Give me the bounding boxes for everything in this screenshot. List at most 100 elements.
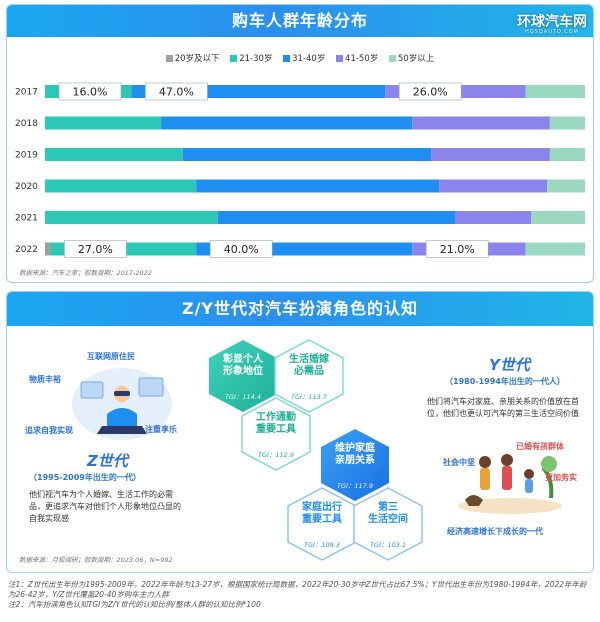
bar-segment — [161, 116, 413, 130]
hex-tgi: TGI：109.3 — [303, 541, 341, 549]
bar-segment — [439, 179, 548, 193]
z-generation-illustration — [72, 368, 172, 440]
y-generation-title: Y世代 — [489, 356, 530, 374]
z-generation-title: Z世代 — [87, 452, 128, 470]
hex-tgi: TGI：113.7 — [290, 393, 328, 401]
data-label: 40.0% — [224, 243, 259, 256]
z-keyword: 追求自我实现 — [25, 426, 73, 435]
bar-segment — [217, 211, 456, 224]
y-generation-illustration — [458, 454, 562, 514]
legend-item: 31-40岁 — [283, 52, 325, 64]
data-label-box — [58, 82, 122, 101]
legend-item: 21-30岁 — [230, 52, 272, 64]
bar-segment — [547, 179, 585, 193]
legend-swatch — [283, 55, 291, 62]
bar-segment — [549, 148, 585, 161]
hexagon — [274, 339, 344, 413]
hex-tgi: TGI：117.9 — [336, 482, 374, 490]
legend-label: 20岁及以下 — [174, 54, 220, 64]
generation-perception-panel: Z/Y世代对汽车扮演角色的认知 互联网原住民 物质丰裕 追求自我实现 注重享乐 … — [6, 291, 594, 573]
legend-label: 21-30岁 — [239, 54, 273, 64]
panel-header-bar — [7, 5, 593, 37]
source-note: 数据来源：月狐调研；取数周期：2023.06，N=992 — [19, 556, 173, 564]
y-keyword: 社会中坚 — [443, 458, 475, 467]
y-tick-label: 2022 — [15, 245, 38, 255]
hexagon — [353, 487, 423, 561]
y-tick-label: 2017 — [15, 88, 38, 98]
legend-swatch — [165, 55, 173, 62]
bar-segment — [431, 148, 550, 161]
hexagon — [241, 397, 311, 471]
hexagon — [321, 429, 389, 501]
y-tick-label: 2018 — [15, 119, 38, 129]
chart-legend: 20岁及以下 21-30岁 31-40岁 41-50岁 50岁以上 — [7, 52, 593, 64]
hexagon-cluster — [209, 339, 423, 561]
source-note: 数据来源：汽车之家；取数周期：2017-2022 — [19, 269, 152, 277]
z-keyword: 互联网原住民 — [87, 352, 135, 361]
legend-swatch — [230, 55, 238, 62]
hex-tgi: TGI：103.1 — [369, 541, 407, 549]
bar-segment — [45, 211, 218, 224]
bar-segment — [182, 148, 432, 161]
legend-swatch — [336, 55, 344, 62]
y-keyword: 经济高速增长下成长的一代 — [447, 527, 543, 536]
bar-segment — [45, 242, 51, 256]
legend-item: 41-50岁 — [336, 52, 378, 64]
legend-label: 50岁以上 — [397, 54, 435, 64]
data-label: 16.0% — [73, 86, 108, 99]
y-tick-label: 2021 — [15, 214, 38, 224]
data-label-box — [209, 240, 273, 258]
hex-label: 彰显个人 形象地位 — [223, 354, 263, 377]
footnote: 注1：Z世代出生年份为1995-2009年，2022年年龄为13-27岁，根据国… — [8, 580, 587, 599]
hex-label: 维护家庭 亲朋关系 — [335, 443, 375, 466]
hex-label: 工作通勤 重要工具 — [256, 412, 296, 435]
bar-segment — [45, 116, 162, 130]
bar-segment — [196, 179, 440, 193]
bar-segment — [412, 116, 550, 130]
data-label: 21.0% — [440, 243, 475, 256]
hex-tgi: TGI：112.9 — [257, 451, 295, 459]
data-label-box — [145, 82, 208, 101]
y-keyword: 更加务实 — [545, 473, 577, 482]
watermark-logo: 环球汽车网 HQSQAUTO.COM — [517, 11, 587, 35]
data-label: 26.0% — [413, 86, 448, 99]
hex-label: 家庭出行 重要工具 — [302, 502, 342, 525]
bar-segment — [531, 211, 585, 224]
footnote: 注2：汽车扮演角色认知TGI为Z/Y世代的认知比例/整体人群的认知比例*100 — [8, 600, 261, 609]
chart-title: 购车人群年龄分布 — [231, 11, 368, 30]
hex-tgi: TGI：114.4 — [224, 393, 262, 401]
legend-swatch — [388, 55, 396, 62]
footnotes: 注1：Z世代出生年份为1995-2009年，2022年年龄为13-27岁，根据国… — [8, 580, 594, 610]
panel-title: Z/Y世代对汽车扮演角色的认知 — [181, 299, 419, 318]
y-tick-label: 2019 — [15, 151, 38, 161]
panel-header-bar — [7, 292, 593, 326]
bar-segment — [45, 179, 197, 193]
hex-label: 第三 生活空间 — [368, 502, 408, 525]
bar-segment — [45, 148, 183, 161]
data-label: 27.0% — [78, 243, 113, 256]
y-keyword: 已婚有孩群体 — [516, 442, 564, 451]
bar-segment — [525, 242, 585, 256]
z-keyword: 物质丰裕 — [29, 375, 61, 384]
bar-segment — [549, 116, 585, 130]
y-generation-description: 他们将汽车对家庭、亲朋关系的价值放在首位，他们也更认可汽车的第三生活空间价值 — [427, 397, 579, 418]
age-distribution-panel: 购车人群年龄分布 环球汽车网 HQSQAUTO.COM 20岁及以下 21-30… — [6, 4, 594, 283]
watermark-text: 环球汽车网 — [517, 14, 587, 30]
data-label-box — [64, 240, 127, 258]
legend-item: 50岁以上 — [388, 52, 435, 64]
bar-segment — [525, 85, 585, 98]
hex-label: 生活婚嫁 必需品 — [289, 354, 329, 377]
legend-label: 41-50岁 — [345, 54, 379, 64]
data-label-box — [398, 82, 462, 101]
y-generation-subtitle: （1980-1994年出生的一代人） — [445, 377, 565, 386]
stacked-bar-chart: 2017 16.0% 47.0% 26.0% 2018 2019 2020 2021 2022 2… — [15, 82, 585, 258]
data-label: 47.0% — [159, 86, 194, 99]
z-generation-subtitle: （1995-2009年出生的一代） — [29, 473, 141, 482]
legend-label: 31-40岁 — [292, 54, 326, 64]
z-keyword: 注重享乐 — [145, 425, 177, 434]
z-generation-description: 他们视汽车为个人婚嫁、生活工作的必需品，更追求汽车对他们个人形象地位凸显的自我实… — [29, 490, 181, 523]
bar-segment — [455, 211, 531, 224]
data-label-box — [425, 240, 489, 258]
y-tick-label: 2020 — [15, 182, 38, 192]
watermark-subtext: HQSQAUTO.COM — [524, 29, 579, 35]
